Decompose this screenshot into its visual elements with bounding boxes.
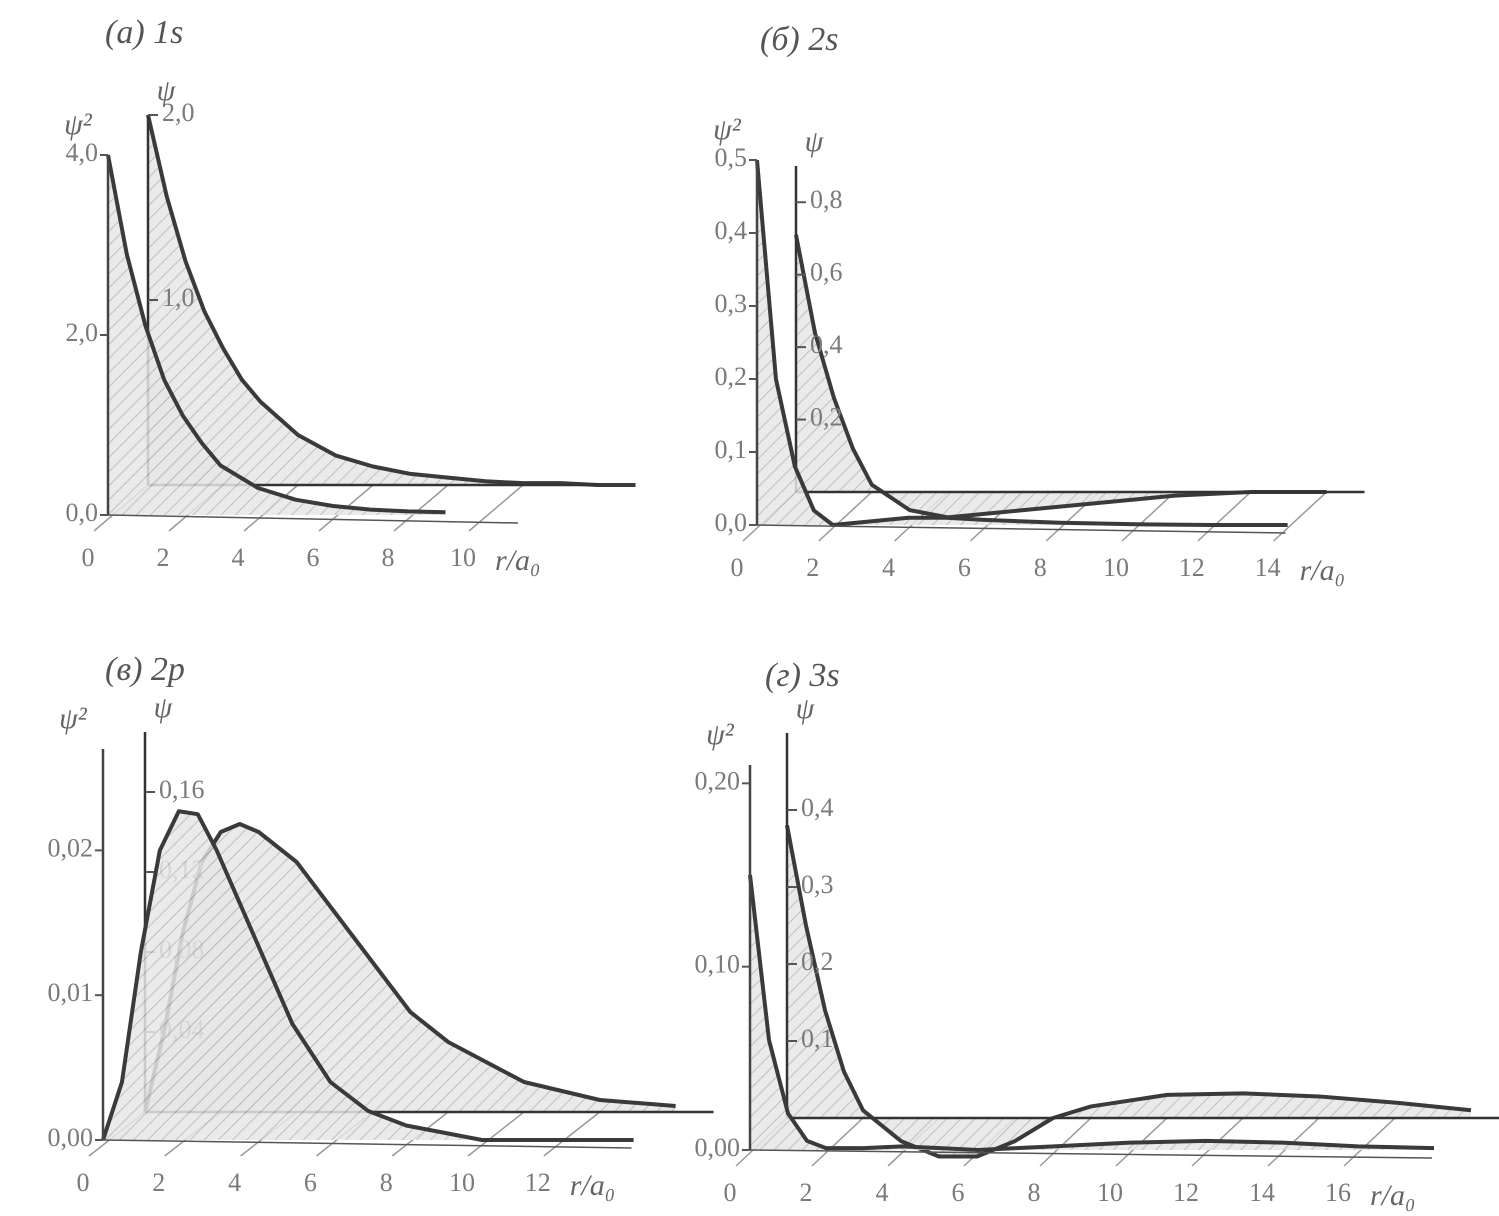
y-axis-label: ψ² bbox=[59, 702, 88, 735]
floor-line bbox=[1197, 491, 1252, 542]
x-tick-label: 6 bbox=[952, 1178, 965, 1207]
y2-axis-label: ψ bbox=[154, 691, 174, 724]
y2-tick-label: 0,4 bbox=[801, 793, 834, 822]
y-tick-label: 0,02 bbox=[48, 833, 94, 862]
x-tick-label: 8 bbox=[1028, 1178, 1041, 1207]
chart-title: (г) 3s bbox=[765, 657, 840, 694]
x-tick-label: 4 bbox=[228, 1168, 241, 1197]
x-tick-label: 14 bbox=[1249, 1178, 1275, 1207]
y-tick-label: 0,00 bbox=[48, 1123, 94, 1152]
front-baseline bbox=[749, 1149, 1433, 1159]
floor-line bbox=[468, 484, 524, 532]
x-tick-label: 10 bbox=[449, 1168, 475, 1197]
area-fill bbox=[148, 115, 636, 485]
front-baseline bbox=[107, 514, 519, 524]
x-axis-label: r/a₀ bbox=[1300, 554, 1345, 587]
chart-title: (а) 1s bbox=[105, 14, 183, 51]
y-tick-label: 4,0 bbox=[66, 138, 99, 167]
y-tick-label: 0,20 bbox=[695, 766, 741, 795]
x-tick-label: 4 bbox=[882, 553, 895, 582]
x-tick-label: 6 bbox=[307, 543, 320, 572]
x-axis-label: r/a₀ bbox=[495, 544, 540, 577]
x-tick-label: 6 bbox=[958, 553, 971, 582]
y-tick-label: 0,1 bbox=[715, 435, 748, 464]
x-tick-label: 0 bbox=[731, 553, 744, 582]
curve bbox=[748, 874, 1435, 1152]
y-tick-label: 0,5 bbox=[715, 143, 748, 172]
front-baseline bbox=[756, 524, 1286, 534]
floor-line bbox=[1121, 491, 1176, 542]
y2-tick-label: 2,0 bbox=[162, 98, 195, 127]
y2-tick-label: 0,6 bbox=[810, 258, 843, 287]
curve bbox=[101, 809, 634, 1142]
curve bbox=[755, 159, 1288, 527]
floor-line bbox=[811, 1117, 864, 1167]
y2-tick-label: 0,1 bbox=[801, 1024, 834, 1053]
y2-tick-label: 1,0 bbox=[162, 283, 195, 312]
x-tick-label: 0 bbox=[82, 543, 95, 572]
y-tick-label: 0,3 bbox=[715, 289, 748, 318]
x-tick-label: 4 bbox=[876, 1178, 889, 1207]
x-tick-label: 2 bbox=[806, 553, 819, 582]
floor-line bbox=[543, 1111, 601, 1157]
y-tick-label: 0,2 bbox=[715, 362, 748, 391]
x-tick-label: 10 bbox=[450, 543, 476, 572]
x-tick-label: 12 bbox=[525, 1168, 551, 1197]
y-tick-label: 2,0 bbox=[66, 318, 99, 347]
area-fill bbox=[108, 155, 446, 515]
x-tick-label: 0 bbox=[724, 1178, 737, 1207]
x-tick-label: 8 bbox=[1034, 553, 1047, 582]
y2-axis-label: ψ bbox=[796, 692, 816, 725]
chart-title: (б) 2s bbox=[760, 21, 838, 58]
x-tick-label: 2 bbox=[157, 543, 170, 572]
x-tick-label: 16 bbox=[1325, 1178, 1351, 1207]
floor-line bbox=[393, 484, 449, 532]
x-tick-label: 14 bbox=[1255, 553, 1281, 582]
y2-tick-label: 0,4 bbox=[810, 330, 843, 359]
x-tick-label: 4 bbox=[232, 543, 245, 572]
x-tick-label: 0 bbox=[77, 1168, 90, 1197]
area-fill bbox=[787, 825, 1471, 1157]
y-axis-label: ψ² bbox=[706, 718, 735, 751]
x-tick-label: 10 bbox=[1097, 1178, 1123, 1207]
y-tick-label: 0,10 bbox=[695, 950, 741, 979]
y-tick-label: 0,0 bbox=[66, 498, 99, 527]
y-tick-label: 0,4 bbox=[715, 216, 748, 245]
y2-tick-label: 0,2 bbox=[801, 947, 834, 976]
floor-line bbox=[818, 491, 873, 542]
chart-title: (в) 2p bbox=[105, 651, 185, 688]
floor-line bbox=[1343, 1117, 1396, 1167]
area-fill bbox=[796, 234, 1327, 518]
y-axis-label: ψ² bbox=[64, 108, 93, 141]
y-tick-label: 0,0 bbox=[715, 508, 748, 537]
y-axis-label: ψ² bbox=[713, 113, 742, 146]
front-baseline bbox=[102, 1139, 632, 1149]
y2-axis-label: ψ bbox=[805, 125, 825, 158]
x-tick-label: 2 bbox=[152, 1168, 165, 1197]
y-tick-label: 0,00 bbox=[695, 1133, 741, 1162]
y-tick-label: 0,01 bbox=[48, 978, 94, 1007]
x-tick-label: 12 bbox=[1179, 553, 1205, 582]
y2-axis-label: ψ bbox=[157, 74, 177, 107]
floor-line bbox=[1039, 1117, 1092, 1167]
x-tick-label: 2 bbox=[800, 1178, 813, 1207]
x-tick-label: 8 bbox=[380, 1168, 393, 1197]
curve bbox=[106, 154, 446, 515]
x-tick-label: 6 bbox=[304, 1168, 317, 1197]
y2-tick-label: 0,3 bbox=[801, 870, 834, 899]
floor-line bbox=[467, 1111, 525, 1157]
curve bbox=[794, 234, 1327, 520]
x-tick-label: 8 bbox=[382, 543, 395, 572]
area-fill bbox=[103, 811, 634, 1140]
curve bbox=[146, 114, 636, 487]
x-axis-label: r/a₀ bbox=[1370, 1179, 1415, 1212]
y2-tick-label: 0,2 bbox=[810, 403, 843, 432]
x-tick-label: 12 bbox=[1173, 1178, 1199, 1207]
x-axis-label: r/a₀ bbox=[570, 1169, 615, 1202]
x-tick-label: 10 bbox=[1103, 553, 1129, 582]
y2-tick-label: 0,16 bbox=[159, 775, 205, 804]
y2-tick-label: 0,8 bbox=[810, 185, 843, 214]
